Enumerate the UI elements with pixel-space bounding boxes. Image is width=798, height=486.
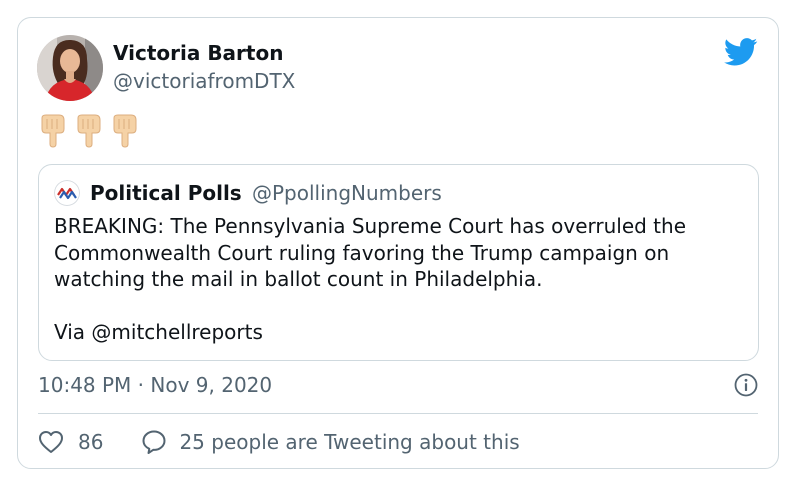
like-count: 86	[78, 430, 104, 454]
avatar-photo	[37, 35, 103, 101]
author-avatar[interactable]	[37, 35, 103, 101]
political-polls-logo-icon	[54, 180, 80, 206]
backhand-pointing-down-emoji-3	[113, 114, 137, 148]
tweet-actions: 86 25 people are Tweeting about this	[38, 428, 520, 456]
conversation-button[interactable]: 25 people are Tweeting about this	[141, 429, 520, 455]
quoted-author-name[interactable]: Political Polls	[90, 181, 242, 205]
backhand-pointing-down-emoji-1	[41, 114, 65, 148]
quoted-author-avatar[interactable]	[54, 180, 80, 206]
quoted-tweet-text: BREAKING: The Pennsylvania Supreme Court…	[54, 214, 687, 344]
conversation-label: 25 people are Tweeting about this	[179, 430, 520, 454]
like-button[interactable]: 86	[38, 430, 103, 454]
quoted-tweet[interactable]: Political Polls @PpollingNumbers BREAKIN…	[38, 164, 759, 361]
backhand-pointing-down-emoji-2	[77, 114, 101, 148]
tweet-body	[39, 114, 139, 148]
heart-icon	[39, 431, 63, 453]
divider	[38, 413, 758, 414]
info-icon[interactable]	[734, 373, 758, 397]
tweet-card[interactable]: Victoria Barton @victoriafromDTX	[17, 17, 779, 469]
speech-bubble-icon	[142, 430, 166, 454]
author-handle[interactable]: @victoriafromDTX	[113, 69, 296, 93]
quoted-author-handle[interactable]: @PpollingNumbers	[252, 181, 442, 205]
tweet-timestamp[interactable]: 10:48 PM · Nov 9, 2020	[38, 373, 273, 397]
author-name[interactable]: Victoria Barton	[113, 41, 284, 65]
twitter-bird-icon[interactable]	[724, 38, 758, 66]
